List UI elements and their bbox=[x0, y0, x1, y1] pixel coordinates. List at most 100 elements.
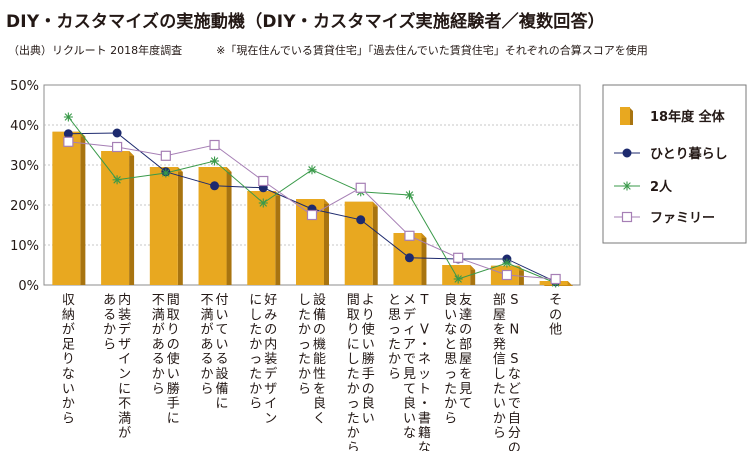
category-char: に bbox=[167, 411, 180, 426]
category-char: ・ bbox=[418, 397, 431, 412]
legend-label: 2人 bbox=[650, 179, 673, 195]
x-axis-labels: 収納が足りないから内装デザインに不満があるから間取りの使い勝手に不満があるから付… bbox=[62, 292, 562, 451]
point-star bbox=[502, 258, 512, 268]
category-char: り bbox=[167, 323, 180, 338]
category-char: 使 bbox=[167, 351, 180, 367]
point-square bbox=[501, 269, 513, 281]
category-char: 設 bbox=[313, 292, 326, 308]
category-char: 書 bbox=[418, 411, 431, 426]
category-char: の bbox=[549, 308, 562, 323]
category-char: の bbox=[264, 323, 277, 338]
category-char: に bbox=[347, 337, 360, 352]
point-star bbox=[112, 175, 122, 185]
bar-face bbox=[344, 201, 373, 285]
category-char: T bbox=[419, 293, 428, 308]
category-char: を bbox=[459, 367, 472, 382]
category-char: 足 bbox=[62, 337, 75, 352]
category-char: ど bbox=[508, 382, 521, 397]
line-series bbox=[63, 112, 561, 288]
category-char: か bbox=[103, 323, 116, 338]
category-char: と bbox=[444, 337, 457, 352]
category-label: その他 bbox=[549, 293, 562, 338]
category-char: 満 bbox=[118, 411, 131, 426]
category-char: 分 bbox=[508, 426, 521, 441]
category-char: か bbox=[201, 367, 214, 382]
category-char: 使 bbox=[362, 322, 375, 338]
category-char: V bbox=[420, 323, 429, 338]
category-char: て bbox=[216, 323, 229, 338]
bar bbox=[101, 151, 135, 285]
category-char: 良 bbox=[444, 292, 457, 308]
category-char: に bbox=[118, 382, 131, 397]
category-char: 取 bbox=[167, 308, 180, 323]
bar-series-overall bbox=[52, 131, 573, 286]
y-tick-label: 50% bbox=[10, 79, 39, 94]
category-char: N bbox=[510, 323, 520, 338]
category-char: 自 bbox=[508, 411, 521, 426]
category-char: か bbox=[249, 337, 262, 352]
point-star bbox=[307, 165, 317, 175]
category-char: か bbox=[493, 411, 506, 426]
category-char: 機 bbox=[313, 337, 326, 352]
category-char: 籍 bbox=[418, 425, 431, 441]
y-tick-label: 20% bbox=[10, 199, 39, 214]
category-char: 良 bbox=[313, 396, 326, 412]
category-char: い bbox=[216, 337, 229, 352]
category-char: ッ bbox=[418, 367, 431, 382]
category-char: 満 bbox=[152, 308, 165, 323]
category-char: デ bbox=[118, 322, 131, 338]
category-char: ら bbox=[62, 411, 75, 426]
category-char: て bbox=[459, 397, 472, 412]
bar-side bbox=[129, 151, 135, 285]
point-circle bbox=[112, 128, 122, 138]
category-char: ト bbox=[418, 382, 431, 397]
category-char: 能 bbox=[313, 352, 326, 367]
point-square bbox=[355, 182, 366, 193]
legend-label: 18年度 全体 bbox=[650, 109, 726, 125]
category-char: か bbox=[298, 323, 311, 338]
category-char: 間 bbox=[347, 293, 360, 308]
category-char: た bbox=[444, 382, 457, 397]
y-tick-label: 40% bbox=[10, 119, 39, 134]
bar-side bbox=[80, 131, 86, 285]
category-char: い bbox=[403, 411, 416, 426]
category-char: い bbox=[362, 411, 375, 426]
category-char: た bbox=[298, 352, 311, 367]
category-char: い bbox=[444, 308, 457, 323]
point-square bbox=[306, 209, 318, 221]
y-axis: 0% 10% 20% 30% 40% 50% bbox=[10, 79, 39, 294]
point-square bbox=[111, 141, 123, 153]
category-char: 思 bbox=[444, 352, 457, 367]
category-char: 部 bbox=[459, 337, 472, 352]
category-char: か bbox=[152, 367, 165, 382]
bar-side bbox=[421, 233, 427, 285]
category-char: っ bbox=[388, 323, 401, 338]
category-char: 不 bbox=[152, 293, 165, 308]
category-char: 信 bbox=[493, 352, 506, 367]
category-char: で bbox=[403, 352, 416, 367]
legend-item: ファミリー bbox=[614, 211, 715, 226]
point-circle bbox=[210, 181, 220, 191]
category-char: が bbox=[118, 426, 131, 441]
bar-side bbox=[324, 199, 329, 285]
legend-swatch-bar bbox=[620, 107, 630, 125]
category-char: が bbox=[152, 323, 165, 338]
category-char: ネ bbox=[418, 352, 431, 367]
category-char: し bbox=[298, 293, 311, 308]
point-star bbox=[453, 274, 463, 284]
category-char: S bbox=[510, 293, 518, 308]
bar-face bbox=[52, 131, 81, 285]
category-char: で bbox=[508, 397, 521, 412]
category-char: ら bbox=[388, 367, 401, 382]
category-char: 取 bbox=[347, 308, 360, 323]
category-char: デ bbox=[264, 366, 277, 382]
category-char: に bbox=[249, 293, 262, 308]
category-char: い bbox=[493, 397, 506, 412]
